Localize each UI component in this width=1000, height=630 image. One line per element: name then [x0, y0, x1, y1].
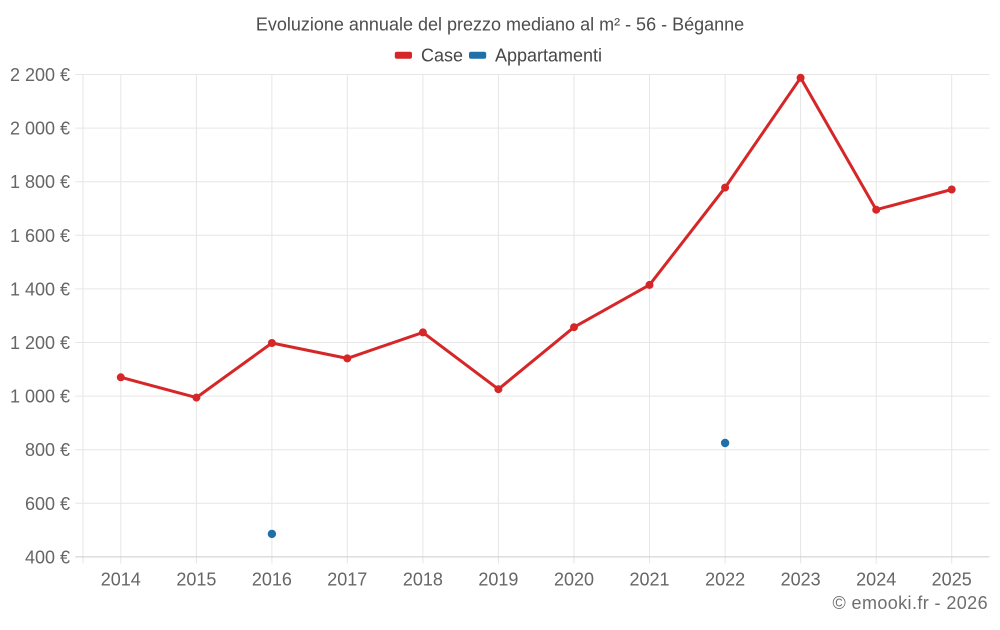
svg-text:1 000 €: 1 000 €: [10, 387, 70, 407]
svg-text:2022: 2022: [705, 570, 745, 590]
svg-text:1 600 €: 1 600 €: [10, 226, 70, 246]
svg-text:© emooki.fr - 2026: © emooki.fr - 2026: [832, 593, 988, 613]
svg-text:400 €: 400 €: [25, 547, 70, 567]
svg-text:1 400 €: 1 400 €: [10, 279, 70, 299]
svg-text:2019: 2019: [478, 570, 518, 590]
svg-text:Appartamenti: Appartamenti: [495, 46, 602, 66]
svg-text:2014: 2014: [101, 570, 141, 590]
svg-text:2015: 2015: [176, 570, 216, 590]
svg-text:2024: 2024: [856, 570, 896, 590]
svg-text:800 €: 800 €: [25, 440, 70, 460]
svg-text:2023: 2023: [781, 570, 821, 590]
svg-text:1 800 €: 1 800 €: [10, 172, 70, 192]
svg-text:Evoluzione annuale del prezzo: Evoluzione annuale del prezzo mediano al…: [256, 15, 744, 35]
svg-text:2021: 2021: [629, 570, 669, 590]
svg-text:2025: 2025: [932, 570, 972, 590]
svg-text:2017: 2017: [327, 570, 367, 590]
svg-text:2020: 2020: [554, 570, 594, 590]
svg-text:1 200 €: 1 200 €: [10, 333, 70, 353]
svg-text:600 €: 600 €: [25, 494, 70, 514]
svg-text:2 000 €: 2 000 €: [10, 119, 70, 139]
svg-text:2018: 2018: [403, 570, 443, 590]
svg-text:Case: Case: [421, 46, 463, 66]
svg-text:2 200 €: 2 200 €: [10, 65, 70, 85]
svg-text:2016: 2016: [252, 570, 292, 590]
